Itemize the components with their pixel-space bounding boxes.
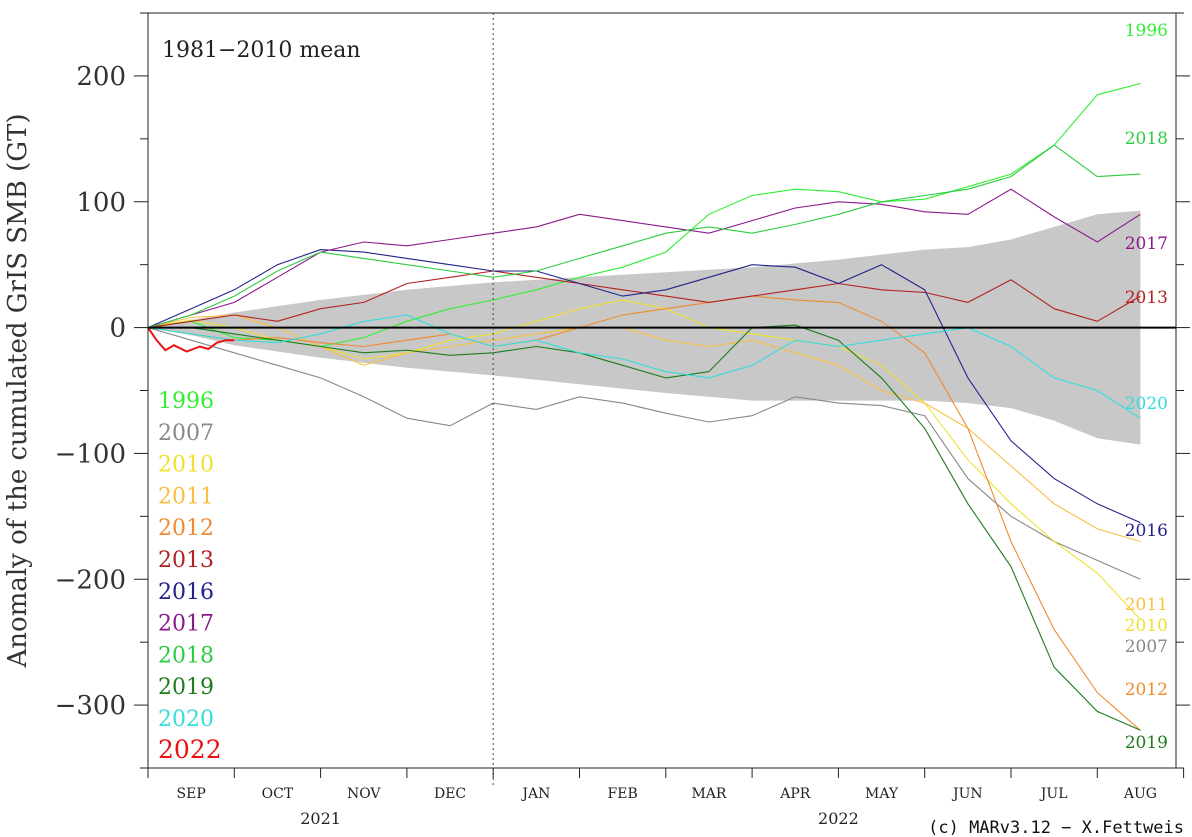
end-label-2020: 2020 xyxy=(1125,394,1168,414)
series-line-2022 xyxy=(147,327,235,353)
end-label-1996: 1996 xyxy=(1125,21,1168,41)
month-label: APR xyxy=(779,786,811,802)
legend-entry-2022: 2022 xyxy=(158,735,222,764)
month-label: AUG xyxy=(1123,786,1157,802)
month-label: OCT xyxy=(262,786,294,802)
series-line-2016 xyxy=(147,249,1141,524)
end-label-2019: 2019 xyxy=(1125,733,1168,753)
end-label-2012: 2012 xyxy=(1125,680,1168,700)
end-label-2016: 2016 xyxy=(1125,521,1168,541)
month-label: NOV xyxy=(347,786,381,802)
legend-entry-2011: 2011 xyxy=(158,484,214,509)
y-tick-label: −200 xyxy=(55,565,126,595)
month-label: MAY xyxy=(865,786,899,802)
month-label: MAR xyxy=(691,786,726,802)
legend-entry-1996: 1996 xyxy=(158,389,214,414)
month-label: FEB xyxy=(608,786,638,802)
end-label-2018: 2018 xyxy=(1125,129,1168,149)
y-tick-label: 0 xyxy=(109,314,126,344)
legend-entry-2019: 2019 xyxy=(158,675,214,700)
mean-note: 1981−2010 mean xyxy=(162,38,361,63)
month-label: JAN xyxy=(520,786,550,802)
legend-entry-2010: 2010 xyxy=(158,453,214,478)
legend-entry-2018: 2018 xyxy=(158,643,214,668)
month-label: SEP xyxy=(177,786,206,802)
end-label-2007: 2007 xyxy=(1125,637,1168,657)
month-label: DEC xyxy=(434,786,466,802)
month-label: JUN xyxy=(951,786,983,802)
end-label-2013: 2013 xyxy=(1125,288,1168,308)
legend-entry-2020: 2020 xyxy=(158,707,214,732)
series-line-2019 xyxy=(148,324,1141,731)
y-tick-label: 100 xyxy=(76,188,126,218)
series-line-2011 xyxy=(147,314,1141,543)
y-tick-label: 200 xyxy=(76,62,126,92)
end-label-2010: 2010 xyxy=(1125,616,1168,636)
y-tick-label: −100 xyxy=(55,439,126,469)
y-axis-label: Anomaly of the cumulated GrIS SMB (GT) xyxy=(3,114,33,669)
legend-entry-2017: 2017 xyxy=(158,612,214,637)
y-tick-label: −300 xyxy=(55,691,126,721)
legend-entry-2013: 2013 xyxy=(158,548,214,573)
series-line-2017 xyxy=(147,188,1141,329)
credit-text: (c) MARv3.12 − X.Fettweis xyxy=(928,818,1184,837)
year-label: 2022 xyxy=(818,809,859,828)
series-line-2007 xyxy=(147,327,1141,580)
year-label: 2021 xyxy=(300,809,341,828)
end-label-2017: 2017 xyxy=(1125,234,1168,254)
end-label-2011: 2011 xyxy=(1125,595,1168,615)
legend-entry-2012: 2012 xyxy=(158,516,214,541)
month-label: JUL xyxy=(1039,786,1068,802)
legend-entry-2016: 2016 xyxy=(158,580,214,605)
legend-entry-2007: 2007 xyxy=(158,421,214,446)
series-line-2020 xyxy=(147,314,1141,419)
series-line-2012 xyxy=(147,295,1141,731)
series-line-2018 xyxy=(147,144,1141,329)
